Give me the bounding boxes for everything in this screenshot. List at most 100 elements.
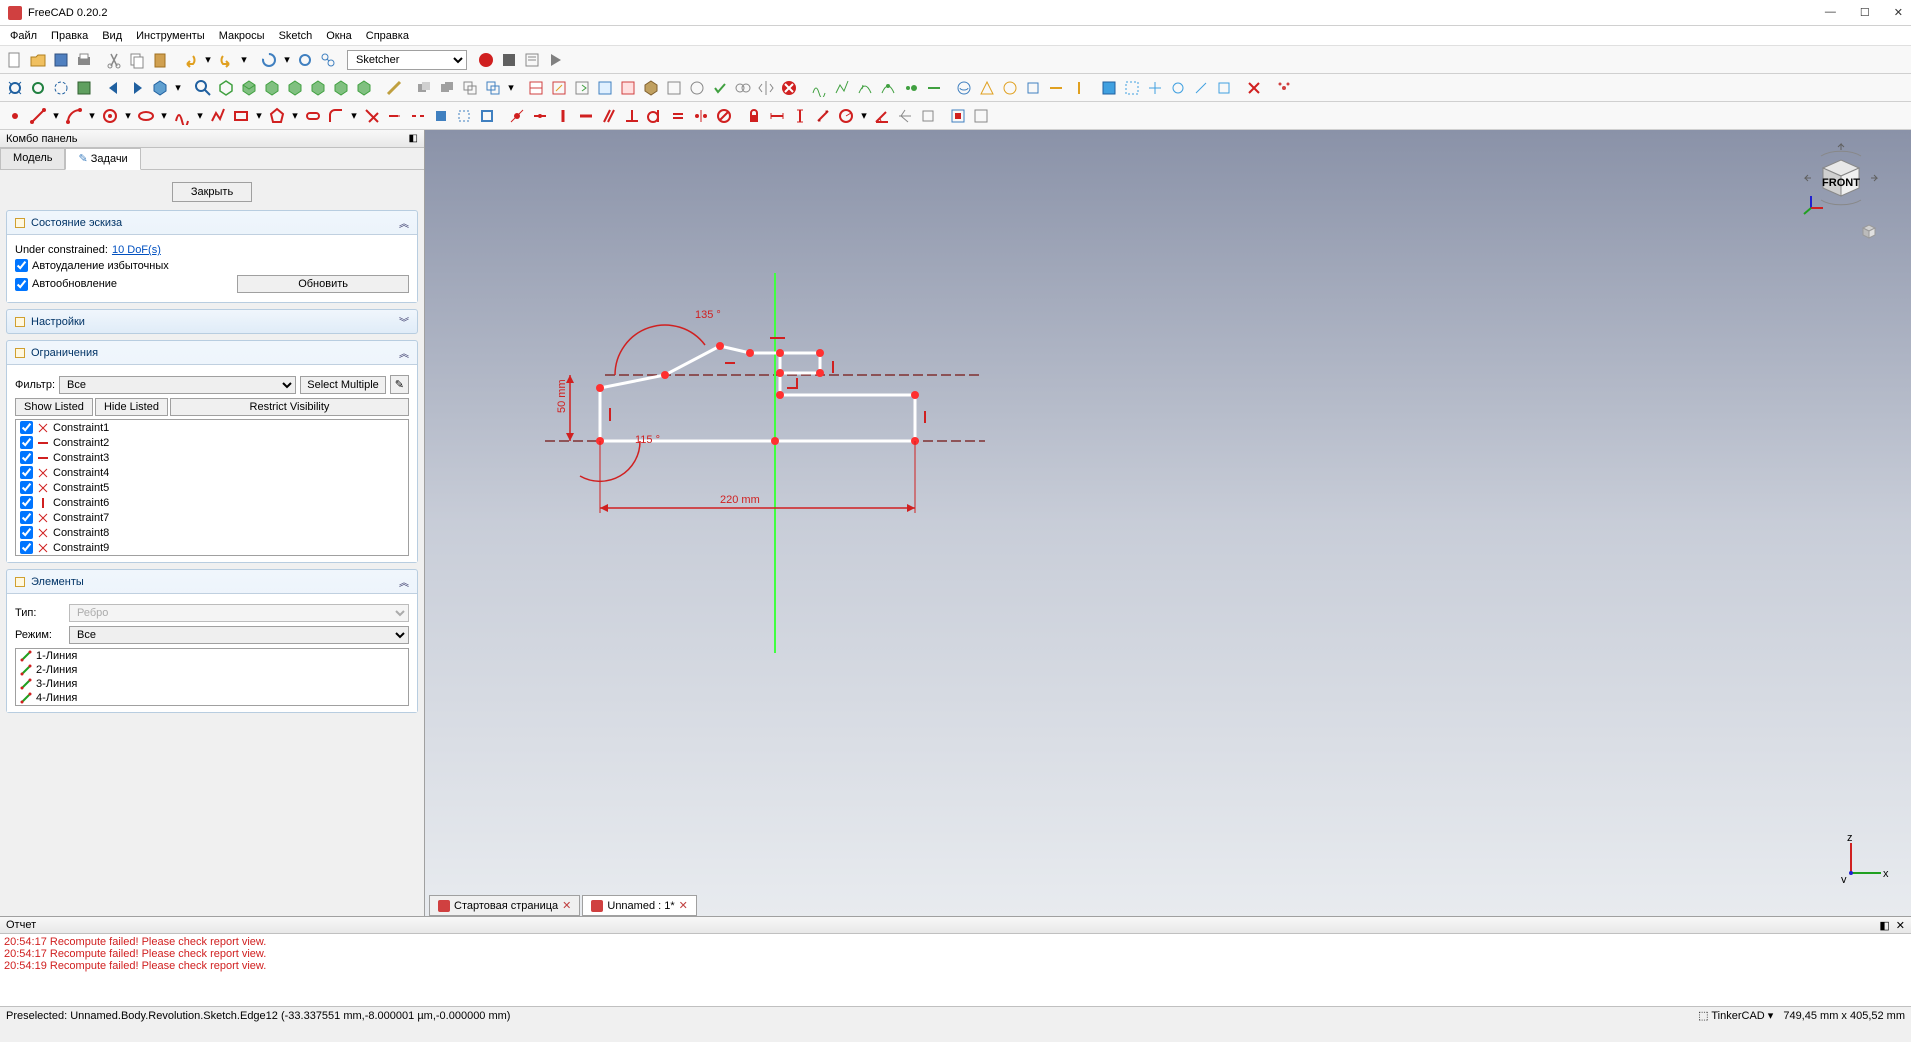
fillet-dd[interactable]: ▾ (348, 105, 360, 127)
part-link-button[interactable] (482, 77, 504, 99)
sk-view-button[interactable] (594, 77, 616, 99)
copy-button[interactable] (126, 49, 148, 71)
update-button[interactable]: Обновить (237, 275, 409, 293)
menu-macros[interactable]: Макросы (213, 30, 271, 42)
iso-dd[interactable]: ▾ (172, 77, 184, 99)
pointonobj-button[interactable] (529, 105, 551, 127)
dist-v-button[interactable] (789, 105, 811, 127)
dist-h-button[interactable] (766, 105, 788, 127)
sk-mirror-button[interactable] (755, 77, 777, 99)
tab-start-page[interactable]: Стартовая страница✕ (429, 895, 580, 916)
tab-document[interactable]: Unnamed : 1*✕ (582, 895, 696, 916)
radius-button[interactable] (835, 105, 857, 127)
view-rear-button[interactable] (307, 77, 329, 99)
sk-map-button[interactable] (663, 77, 685, 99)
bspline-convert-button[interactable] (923, 77, 945, 99)
conic-button[interactable] (135, 105, 157, 127)
sk-merge-button[interactable] (732, 77, 754, 99)
report-close-button[interactable]: ✕ (1896, 919, 1905, 931)
element-item[interactable]: 3-Линия (16, 677, 408, 691)
menu-edit[interactable]: Правка (45, 30, 94, 42)
arc-button[interactable] (63, 105, 85, 127)
trim-button[interactable] (361, 105, 383, 127)
arc-dd[interactable]: ▾ (86, 105, 98, 127)
restrict-visibility-button[interactable]: Restrict Visibility (170, 398, 409, 416)
nav-cube[interactable]: FRONT (1801, 138, 1881, 218)
carbon-button[interactable] (1273, 77, 1295, 99)
angle-button[interactable] (871, 105, 893, 127)
constraint-item[interactable]: Constraint2 (16, 435, 408, 450)
macro-record-button[interactable] (475, 49, 497, 71)
auto-delete-checkbox[interactable] (15, 259, 28, 272)
bspline-knot-button[interactable] (877, 77, 899, 99)
nav-fwd-button[interactable] (126, 77, 148, 99)
bspline-comb-button[interactable] (854, 77, 876, 99)
macro-edit-button[interactable] (521, 49, 543, 71)
nav-style-indicator[interactable]: ⬚ TinkerCAD ▾ (1698, 1009, 1773, 1022)
refresh-dd[interactable]: ▾ (281, 49, 293, 71)
save-button[interactable] (50, 49, 72, 71)
split-button[interactable] (407, 105, 429, 127)
redo-dd-button[interactable]: ▾ (238, 49, 250, 71)
conic-dd[interactable]: ▾ (158, 105, 170, 127)
vs2-button[interactable] (1121, 77, 1143, 99)
polyline-button[interactable] (207, 105, 229, 127)
bbox-button[interactable] (73, 77, 95, 99)
sync-button[interactable] (294, 49, 316, 71)
parallel-button[interactable] (598, 105, 620, 127)
perpendicular-button[interactable] (621, 105, 643, 127)
cut-button[interactable] (103, 49, 125, 71)
settings-icon-button[interactable]: ✎ (390, 375, 409, 394)
element-item[interactable]: 2-Линия (16, 663, 408, 677)
workspace-selector[interactable]: Sketcher (347, 50, 467, 70)
element-list[interactable]: 1-Линия2-Линия3-Линия4-Линия (15, 648, 409, 706)
polygon-button[interactable] (266, 105, 288, 127)
sel-conflict-button[interactable] (976, 77, 998, 99)
constraint-item[interactable]: Constraint7 (16, 510, 408, 525)
sel-horz-button[interactable] (1045, 77, 1067, 99)
toggle-driving-button[interactable] (947, 105, 969, 127)
fillet-button[interactable] (325, 105, 347, 127)
vs6-button[interactable] (1213, 77, 1235, 99)
menu-sketch[interactable]: Sketch (273, 30, 319, 42)
sk-leave-button[interactable] (571, 77, 593, 99)
vertical-button[interactable] (552, 105, 574, 127)
auto-update-checkbox[interactable] (15, 278, 28, 291)
menu-help[interactable]: Справка (360, 30, 415, 42)
circle-button[interactable] (99, 105, 121, 127)
sk-cube-button[interactable] (640, 77, 662, 99)
report-view[interactable]: 20:54:17 Recompute failed! Please check … (0, 934, 1911, 1006)
sk-validate-button[interactable] (709, 77, 731, 99)
view-front-button[interactable] (238, 77, 260, 99)
menu-view[interactable]: Вид (96, 30, 128, 42)
redo-button[interactable] (215, 49, 237, 71)
section-constraints-header[interactable]: Ограничения︽ (7, 341, 417, 364)
section-sketch-status-header[interactable]: Состояние эскиза︽ (7, 211, 417, 234)
nav-back-button[interactable] (103, 77, 125, 99)
sk-new-button[interactable] (525, 77, 547, 99)
vs3-button[interactable] (1144, 77, 1166, 99)
show-listed-button[interactable]: Show Listed (15, 398, 93, 416)
sk-reorient-button[interactable] (686, 77, 708, 99)
sel-vert-button[interactable] (1068, 77, 1090, 99)
symmetric-button[interactable] (690, 105, 712, 127)
section-settings-header[interactable]: Настройки︾ (7, 310, 417, 333)
hide-listed-button[interactable]: Hide Listed (95, 398, 168, 416)
vs1-button[interactable] (1098, 77, 1120, 99)
menu-windows[interactable]: Окна (320, 30, 358, 42)
part-dd[interactable]: ▾ (505, 77, 517, 99)
view-iso-button[interactable] (215, 77, 237, 99)
sk-section-button[interactable] (617, 77, 639, 99)
circle-dd[interactable]: ▾ (122, 105, 134, 127)
tab-tasks[interactable]: ✎ Задачи (65, 148, 140, 170)
fit-all-button[interactable] (4, 77, 26, 99)
mode-select[interactable]: Все (69, 626, 409, 644)
report-undock-button[interactable]: ◧ (1879, 919, 1889, 931)
coincident-button[interactable] (506, 105, 528, 127)
vs4-button[interactable] (1167, 77, 1189, 99)
undo-dd-button[interactable]: ▾ (202, 49, 214, 71)
undo-button[interactable] (179, 49, 201, 71)
dist-button[interactable] (812, 105, 834, 127)
print-button[interactable] (73, 49, 95, 71)
line-dd[interactable]: ▾ (50, 105, 62, 127)
